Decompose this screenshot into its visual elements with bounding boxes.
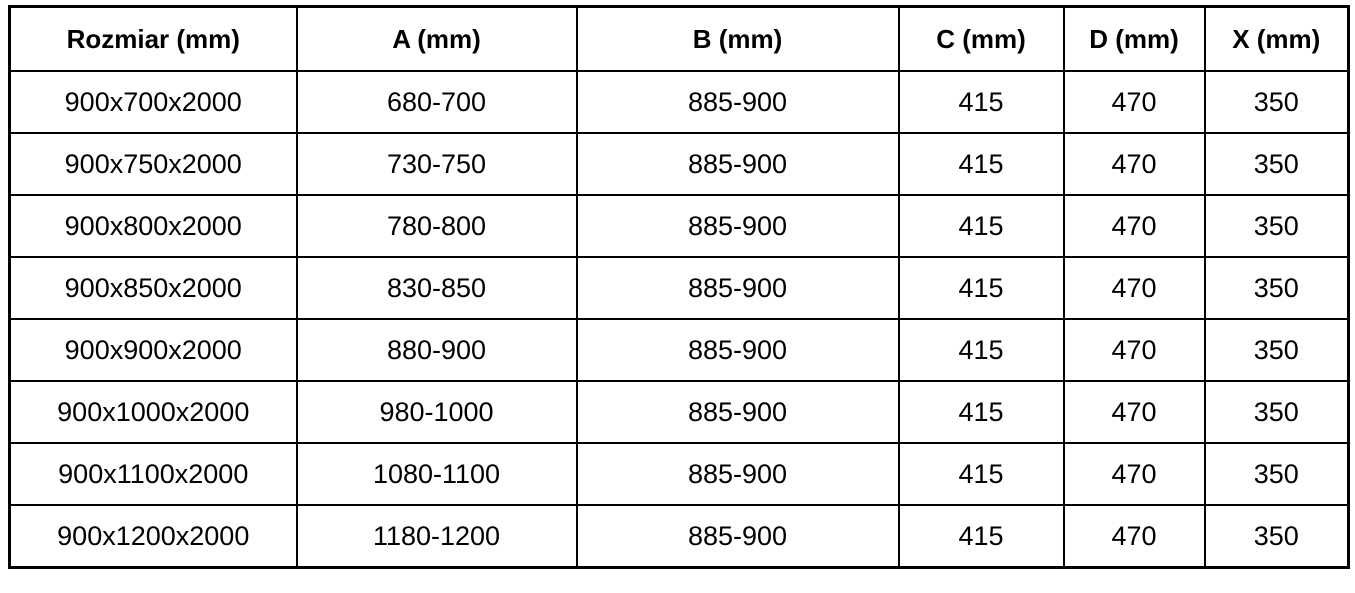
cell-b: 885-900 (575, 132, 900, 196)
cell-b: 885-900 (575, 70, 900, 134)
cell-rozmiar: 900x800x2000 (8, 194, 298, 258)
cell-a: 780-800 (295, 194, 578, 258)
cell-rozmiar: 900x850x2000 (8, 256, 298, 320)
cell-x: 350 (1203, 504, 1350, 569)
column-header-b: B (mm) (575, 5, 900, 72)
cell-c: 415 (897, 70, 1065, 134)
table-row: 900x1000x2000 980-1000 885-900 415 470 3… (8, 380, 1350, 444)
cell-c: 415 (897, 256, 1065, 320)
cell-b: 885-900 (575, 256, 900, 320)
cell-b: 885-900 (575, 442, 900, 506)
cell-c: 415 (897, 318, 1065, 382)
cell-rozmiar: 900x1200x2000 (8, 504, 298, 569)
cell-b: 885-900 (575, 504, 900, 569)
cell-x: 350 (1203, 380, 1350, 444)
table-row: 900x850x2000 830-850 885-900 415 470 350 (8, 256, 1350, 320)
cell-rozmiar: 900x1000x2000 (8, 380, 298, 444)
cell-a: 1080-1100 (295, 442, 578, 506)
cell-x: 350 (1203, 318, 1350, 382)
cell-c: 415 (897, 380, 1065, 444)
table-row: 900x1100x2000 1080-1100 885-900 415 470 … (8, 442, 1350, 506)
table-row: 900x750x2000 730-750 885-900 415 470 350 (8, 132, 1350, 196)
cell-d: 470 (1062, 380, 1206, 444)
cell-rozmiar: 900x1100x2000 (8, 442, 298, 506)
cell-x: 350 (1203, 256, 1350, 320)
cell-x: 350 (1203, 194, 1350, 258)
header-row: Rozmiar (mm) A (mm) B (mm) C (mm) D (mm)… (8, 5, 1350, 72)
column-header-c: C (mm) (897, 5, 1065, 72)
column-header-a: A (mm) (295, 5, 578, 72)
cell-a: 1180-1200 (295, 504, 578, 569)
cell-a: 830-850 (295, 256, 578, 320)
column-header-x: X (mm) (1203, 5, 1350, 72)
cell-x: 350 (1203, 442, 1350, 506)
cell-d: 470 (1062, 442, 1206, 506)
cell-d: 470 (1062, 194, 1206, 258)
cell-rozmiar: 900x900x2000 (8, 318, 298, 382)
cell-c: 415 (897, 504, 1065, 569)
cell-rozmiar: 900x750x2000 (8, 132, 298, 196)
cell-a: 880-900 (295, 318, 578, 382)
cell-c: 415 (897, 132, 1065, 196)
column-header-rozmiar: Rozmiar (mm) (8, 5, 298, 72)
cell-x: 350 (1203, 70, 1350, 134)
cell-rozmiar: 900x700x2000 (8, 70, 298, 134)
cell-b: 885-900 (575, 318, 900, 382)
cell-d: 470 (1062, 318, 1206, 382)
cell-c: 415 (897, 442, 1065, 506)
cell-b: 885-900 (575, 194, 900, 258)
cell-d: 470 (1062, 132, 1206, 196)
table-row: 900x700x2000 680-700 885-900 415 470 350 (8, 70, 1350, 134)
cell-d: 470 (1062, 256, 1206, 320)
cell-a: 680-700 (295, 70, 578, 134)
column-header-d: D (mm) (1062, 5, 1206, 72)
cell-c: 415 (897, 194, 1065, 258)
spec-table: Rozmiar (mm) A (mm) B (mm) C (mm) D (mm)… (8, 5, 1350, 569)
cell-a: 730-750 (295, 132, 578, 196)
table-row: 900x1200x2000 1180-1200 885-900 415 470 … (8, 504, 1350, 569)
cell-d: 470 (1062, 504, 1206, 569)
table-row: 900x800x2000 780-800 885-900 415 470 350 (8, 194, 1350, 258)
cell-b: 885-900 (575, 380, 900, 444)
table-row: 900x900x2000 880-900 885-900 415 470 350 (8, 318, 1350, 382)
cell-d: 470 (1062, 70, 1206, 134)
cell-x: 350 (1203, 132, 1350, 196)
cell-a: 980-1000 (295, 380, 578, 444)
